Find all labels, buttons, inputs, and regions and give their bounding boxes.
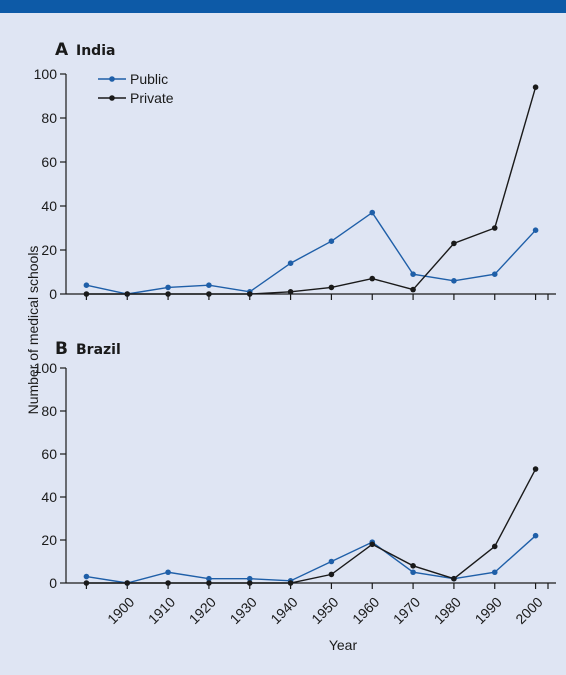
brazil-public-point xyxy=(165,569,171,576)
brazil-x-tick-label: 2000 xyxy=(512,594,545,627)
india-public-point xyxy=(532,227,539,233)
india-private-point xyxy=(206,291,212,297)
india-private-point xyxy=(451,240,457,247)
india-legend-public-label: Public xyxy=(130,71,168,87)
india-private-point xyxy=(532,84,539,90)
brazil-private-point xyxy=(410,563,416,569)
india-public-point xyxy=(206,282,212,289)
india-public-point xyxy=(410,271,416,278)
brazil-x-tick-label: 1900 xyxy=(104,594,137,627)
brazil-plot: 0 20 40 60 80 100 1900 1910 1920 1930 1940 1950 1960… xyxy=(34,360,556,627)
india-legend-public-marker xyxy=(109,76,115,82)
india-y-tick-label: 20 xyxy=(41,242,57,258)
india-y-tick-label: 60 xyxy=(41,154,57,170)
india-public-point xyxy=(491,271,498,278)
india-private-point xyxy=(369,275,376,282)
india-public-line xyxy=(86,211,537,295)
brazil-private-point xyxy=(328,571,335,578)
india-y-tick-label: 0 xyxy=(49,286,57,302)
panel-a-title: India xyxy=(76,43,115,59)
brazil-x-tick-label: 1960 xyxy=(349,594,382,627)
brazil-public-point xyxy=(246,575,253,582)
brazil-private-point xyxy=(165,580,171,586)
panel-b-letter: B xyxy=(55,339,68,359)
brazil-x-tick-label: 1950 xyxy=(308,594,341,627)
india-legend-private-marker xyxy=(109,95,115,101)
brazil-x-tick-label: 1920 xyxy=(186,594,219,627)
brazil-public-point xyxy=(532,532,539,539)
brazil-private-point xyxy=(532,466,539,472)
panel-a-letter: A xyxy=(55,40,69,60)
brazil-private-point xyxy=(451,575,457,582)
brazil-private-line xyxy=(86,468,537,584)
y-axis-label: Number of medical schools xyxy=(25,246,41,415)
india-private-point xyxy=(410,286,416,293)
india-public-point xyxy=(328,238,335,244)
brazil-public-point xyxy=(206,575,212,582)
brazil-x-tick-label: 1930 xyxy=(227,594,260,627)
india-public-point xyxy=(369,209,376,216)
india-private-point xyxy=(124,291,131,297)
brazil-x-tick-label: 1990 xyxy=(472,594,505,627)
brazil-private-point xyxy=(83,580,90,586)
india-y-tick-label: 80 xyxy=(41,110,57,126)
brazil-y-tick-label: 0 xyxy=(49,575,57,591)
india-public-point xyxy=(287,260,294,267)
india-private-point xyxy=(83,291,90,297)
india-private-point xyxy=(491,225,498,231)
brazil-private-point xyxy=(246,580,253,586)
brazil-y-tick-label: 80 xyxy=(41,403,57,419)
brazil-public-point xyxy=(491,569,498,576)
india-public-point xyxy=(83,282,90,289)
india-public-point xyxy=(451,278,457,284)
india-legend-private-label: Private xyxy=(130,90,174,106)
brazil-y-tick-label: 100 xyxy=(34,360,58,376)
brazil-private-point xyxy=(491,543,498,550)
india-public-point xyxy=(165,284,171,291)
india-private-point xyxy=(246,291,253,297)
india-private-point xyxy=(287,289,294,295)
top-accent-bar xyxy=(0,0,566,13)
x-axis-label: Year xyxy=(329,637,358,653)
brazil-private-point xyxy=(287,580,294,586)
brazil-x-tick-label: 1980 xyxy=(431,594,464,627)
india-y-tick-label: 100 xyxy=(34,66,58,82)
brazil-private-point xyxy=(369,541,376,548)
india-private-line xyxy=(86,87,537,295)
brazil-x-tick-label: 1940 xyxy=(267,594,300,627)
brazil-public-point xyxy=(410,569,416,576)
india-private-point xyxy=(328,284,335,291)
brazil-private-point xyxy=(124,580,131,586)
panel-b-title: Brazil xyxy=(76,342,121,358)
brazil-public-point xyxy=(328,558,335,565)
brazil-y-tick-label: 40 xyxy=(41,489,57,505)
india-private-point xyxy=(165,291,171,297)
brazil-x-tick-label: 1970 xyxy=(390,594,423,627)
brazil-public-point xyxy=(83,573,90,580)
india-plot: 0 20 40 60 80 100 Public Private xyxy=(34,66,556,302)
brazil-public-line xyxy=(86,535,537,584)
brazil-x-tick-label: 1910 xyxy=(145,594,178,627)
india-y-tick-label: 40 xyxy=(41,198,57,214)
brazil-private-point xyxy=(206,580,212,586)
brazil-y-tick-label: 60 xyxy=(41,446,57,462)
brazil-y-tick-label: 20 xyxy=(41,532,57,548)
